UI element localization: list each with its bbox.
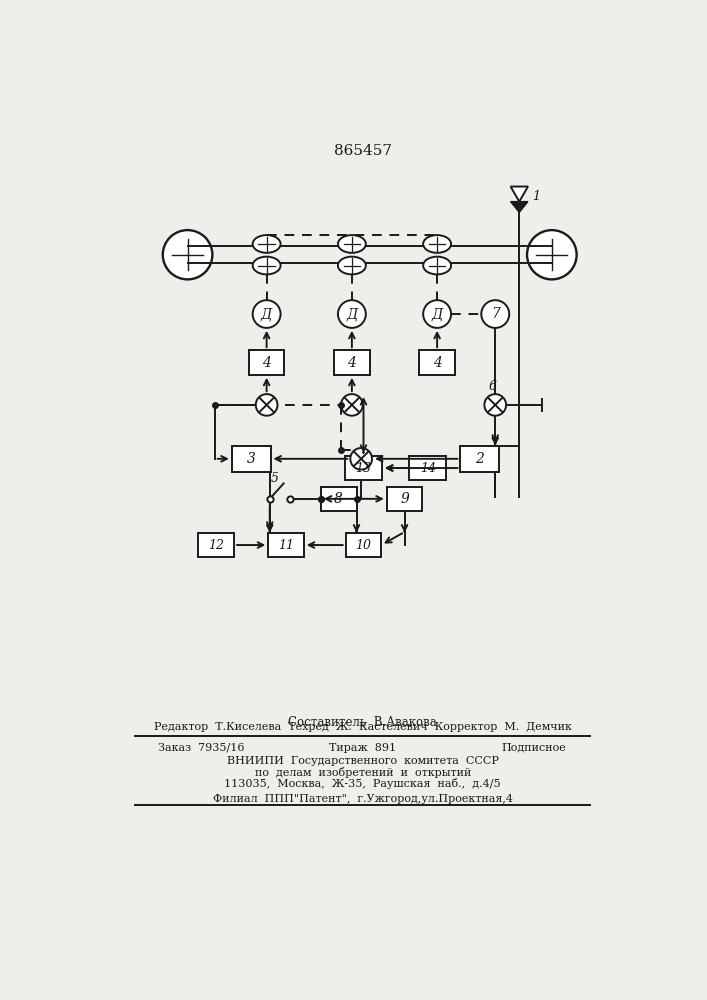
Text: Д: Д xyxy=(346,307,358,321)
Text: 4: 4 xyxy=(347,356,356,370)
FancyBboxPatch shape xyxy=(268,533,304,557)
FancyBboxPatch shape xyxy=(345,456,382,480)
Circle shape xyxy=(481,300,509,328)
Ellipse shape xyxy=(423,235,451,253)
Text: 865457: 865457 xyxy=(334,144,392,158)
Circle shape xyxy=(527,230,577,279)
Text: 14: 14 xyxy=(420,462,436,475)
Circle shape xyxy=(423,300,451,328)
Text: 3: 3 xyxy=(247,452,255,466)
FancyBboxPatch shape xyxy=(419,350,455,375)
Text: Подписное: Подписное xyxy=(502,743,566,753)
Text: Тираж  891: Тираж 891 xyxy=(329,743,397,753)
Text: 4: 4 xyxy=(262,356,271,370)
Ellipse shape xyxy=(252,235,281,253)
Text: 6: 6 xyxy=(488,380,496,393)
Text: Заказ  7935/16: Заказ 7935/16 xyxy=(158,743,245,753)
Text: Д: Д xyxy=(431,307,443,321)
Text: 2: 2 xyxy=(475,452,484,466)
FancyBboxPatch shape xyxy=(409,456,446,480)
Ellipse shape xyxy=(423,257,451,274)
Text: 113035,  Москва,  Ж-35,  Раушская  наб.,  д.4/5: 113035, Москва, Ж-35, Раушская наб., д.4… xyxy=(224,778,501,789)
Circle shape xyxy=(256,394,277,416)
FancyBboxPatch shape xyxy=(346,533,381,557)
Text: 8: 8 xyxy=(334,492,343,506)
Circle shape xyxy=(484,394,506,416)
Text: 4: 4 xyxy=(433,356,442,370)
Ellipse shape xyxy=(338,257,366,274)
Text: ВНИИПИ  Государственного  комитета  СССР: ВНИИПИ Государственного комитета СССР xyxy=(227,756,498,766)
FancyBboxPatch shape xyxy=(199,533,234,557)
Text: 1: 1 xyxy=(532,190,540,203)
Text: 9: 9 xyxy=(400,492,409,506)
Ellipse shape xyxy=(338,235,366,253)
Text: Редактор  Т.Киселева  Техред  Ж.  Кастелевич  Корректор  М.  Демчик: Редактор Т.Киселева Техред Ж. Кастелевич… xyxy=(154,722,572,732)
Text: 10: 10 xyxy=(356,539,371,552)
FancyBboxPatch shape xyxy=(387,487,422,511)
FancyBboxPatch shape xyxy=(321,487,356,511)
Polygon shape xyxy=(510,187,528,202)
Text: Филиал  ППП"Патент",  г.Ужгород,ул.Проектная,4: Филиал ППП"Патент", г.Ужгород,ул.Проектн… xyxy=(213,794,513,804)
Text: Составитель  В.Авакова: Составитель В.Авакова xyxy=(288,716,437,729)
Polygon shape xyxy=(510,202,528,212)
FancyBboxPatch shape xyxy=(460,446,499,472)
Text: 7: 7 xyxy=(491,307,500,321)
Text: Д: Д xyxy=(261,307,272,321)
FancyBboxPatch shape xyxy=(334,350,370,375)
Ellipse shape xyxy=(252,257,281,274)
Circle shape xyxy=(351,448,372,470)
Text: 11: 11 xyxy=(278,539,294,552)
Circle shape xyxy=(252,300,281,328)
FancyBboxPatch shape xyxy=(232,446,271,472)
Circle shape xyxy=(341,394,363,416)
Text: 12: 12 xyxy=(209,539,224,552)
Circle shape xyxy=(338,300,366,328)
Text: 5: 5 xyxy=(270,472,279,485)
Text: по  делам  изобретений  и  открытий: по делам изобретений и открытий xyxy=(255,767,471,778)
Circle shape xyxy=(163,230,212,279)
FancyBboxPatch shape xyxy=(249,350,284,375)
Text: 13: 13 xyxy=(356,462,371,475)
